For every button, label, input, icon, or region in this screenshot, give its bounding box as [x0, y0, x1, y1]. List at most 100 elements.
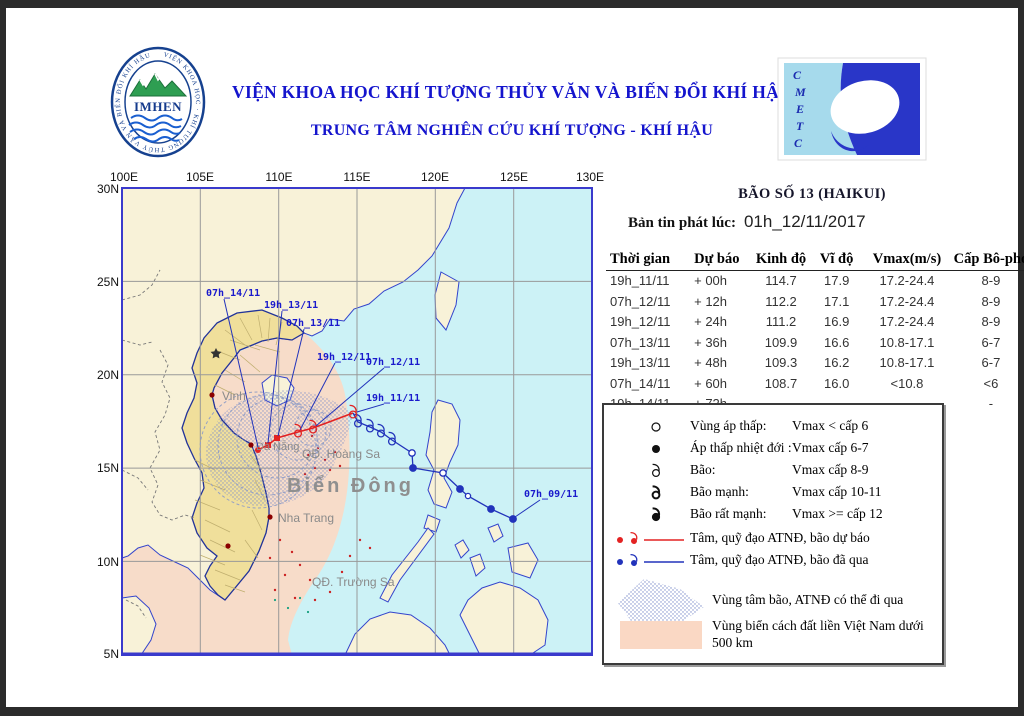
forecast-track-points: [255, 404, 358, 453]
past-track-points: [353, 413, 517, 523]
cell-vmax: 10.8-17.1: [879, 334, 935, 350]
storm-icon: [652, 463, 661, 478]
legend-item: Bão mạnh: Vmax cấp 10-11: [604, 483, 942, 505]
table-row: 07h_12/11 + 12h 112.2 17.1 17.2-24.4 8-9: [606, 292, 1024, 313]
cell-lon: 108.7: [764, 375, 798, 391]
forecast-error-circles: [199, 391, 332, 509]
green-specks: [273, 596, 310, 614]
cell-beaufort: <6: [983, 375, 999, 391]
cmetc-logo: C M E T C: [777, 57, 927, 161]
y-tick: 15N: [97, 461, 119, 475]
track-label: 19h_11/11: [366, 393, 420, 404]
cell-time: 07h_12/11: [610, 293, 671, 309]
x-tick: 100E: [110, 170, 138, 184]
institute-title: VIỆN KHOA HỌC KHÍ TƯỢNG THỦY VĂN VÀ BIẾN…: [232, 82, 792, 102]
place-truongsa: QĐ. Trường Sa: [312, 575, 395, 589]
filled-circle-icon: [652, 445, 660, 453]
legend-label: Tâm, quỹ đạo ATNĐ, bão dự báo: [690, 530, 870, 545]
cell-beaufort: 6-7: [981, 355, 1001, 370]
imhen-wordmark: IMHEN: [134, 99, 182, 114]
cell-lat: 16.2: [824, 355, 850, 370]
cell-lon: 111.2: [765, 314, 797, 329]
open-circle-icon: [651, 422, 661, 432]
legend-item: Bão: Vmax cấp 8-9: [604, 461, 942, 483]
imhen-logo: VIỆN KHOA HỌC · KHÍ TƯỢNG THỦY VĂN VÀ BI…: [110, 46, 206, 158]
bulletin-time: 01h_12/11/2017: [743, 212, 866, 231]
cell-time: 19h_11/11: [610, 273, 670, 288]
cell-lat: 17.1: [824, 293, 850, 309]
legend-value: Vmax cấp 10-11: [792, 484, 882, 499]
cell-lat: 16.9: [824, 314, 850, 329]
legend-value: Vmax >= cấp 12: [792, 506, 883, 521]
col-header: Kinh độ: [755, 251, 807, 267]
place-hoangsa: QĐ. Hoàng Sa: [302, 447, 380, 461]
cell-vmax: <10.8: [890, 375, 924, 391]
cell-beaufort: 8-9: [981, 293, 1001, 309]
cell-lat: 16.6: [824, 334, 850, 350]
cell-lat: 16.0: [824, 375, 850, 391]
cell-time: 07h_13/11: [610, 334, 671, 350]
cell-time: 19h_13/11: [610, 355, 671, 370]
cell-vmax: 17.2-24.4: [879, 273, 935, 288]
cell-lead: + 48h: [694, 355, 728, 370]
cone-swatch-icon: [618, 579, 704, 627]
hanoi-star-icon: [210, 348, 222, 359]
cell-time: 07h_14/11: [610, 375, 671, 391]
page-background: VIỆN KHOA HỌC KHÍ TƯỢNG THỦY VĂN VÀ BIẾN…: [6, 8, 1024, 707]
place-vinh: Vinh: [222, 389, 246, 403]
col-header: Vmax(m/s): [872, 251, 942, 267]
cell-lead: + 24h: [694, 314, 728, 329]
track-label: 19h_12/11: [317, 352, 371, 363]
city-markers: [209, 348, 273, 549]
x-tick: 120E: [421, 170, 449, 184]
legend-label: Áp thấp nhiệt đới :: [690, 440, 792, 455]
col-header: Cấp Bô-pho: [953, 251, 1024, 267]
cell-beaufort: -: [988, 396, 994, 411]
country-borders: [121, 269, 196, 619]
legend-label: Vùng áp thấp:: [690, 418, 767, 433]
cell-vmax: 10.8-17.1: [879, 355, 935, 370]
table-header-row: Thời gian Dự báo Kinh độ Vĩ độ Vmax(m/s)…: [606, 248, 1024, 271]
y-tick: 20N: [97, 368, 119, 382]
legend-item: Vùng biển cách đất liền Việt Nam dưới 50…: [604, 611, 942, 659]
x-tick: 115E: [343, 170, 370, 184]
cell-beaufort: 8-9: [981, 314, 1001, 329]
past-track-icon: [617, 553, 684, 566]
cell-time: 19h_12/11: [610, 314, 671, 329]
x-tick: 125E: [500, 170, 528, 184]
legend-label: Bão:: [690, 462, 716, 477]
y-tick: 5N: [104, 647, 119, 661]
legend-item: Áp thấp nhiệt đới : Vmax cấp 6-7: [604, 439, 942, 461]
legend-label: Bão rất mạnh:: [690, 506, 767, 521]
philippines-islands: [379, 399, 549, 656]
bulletin-label: Bản tin phát lúc:: [628, 215, 736, 231]
legend-item: Tâm, quỹ đạo ATNĐ, bão đã qua: [604, 551, 942, 573]
cell-lon: 114.7: [765, 273, 797, 288]
cell-lead: + 60h: [694, 375, 728, 391]
cmetc-letter: T: [796, 119, 804, 133]
cmetc-letter: C: [794, 136, 803, 150]
strong-storm-icon: [651, 485, 661, 500]
cmetc-letter: E: [795, 102, 804, 116]
legend-label: Vùng tâm bão, ATNĐ có thể đi qua: [712, 592, 904, 607]
track-label: 19h_13/11: [264, 300, 318, 311]
cell-vmax: 17.2-24.4: [879, 293, 935, 309]
table-row: 07h_13/11 + 36h 109.9 16.6 10.8-17.1 6-7: [606, 333, 1024, 354]
y-tick: 25N: [97, 275, 119, 289]
legend-label: Tâm, quỹ đạo ATNĐ, bão đã qua: [690, 552, 869, 567]
cell-beaufort: 8-9: [981, 273, 1001, 288]
y-tick: 30N: [97, 182, 119, 196]
track-label: 07h_13/11: [286, 318, 340, 329]
legend-item: Bão rất mạnh: Vmax >= cấp 12: [604, 505, 942, 527]
cell-lat: 17.9: [824, 273, 850, 288]
very-strong-storm-icon: [651, 507, 661, 522]
table-row: 19h_11/11 + 00h 114.7 17.9 17.2-24.4 8-9: [606, 271, 1024, 292]
cell-beaufort: 6-7: [981, 334, 1001, 350]
cell-lead: + 12h: [694, 293, 728, 309]
cmetc-letter: M: [794, 85, 806, 99]
x-tick: 105E: [186, 170, 214, 184]
table-row: 07h_14/11 + 60h 108.7 16.0 <10.8 <6: [606, 374, 1024, 395]
bulletin-time-line: Bản tin phát lúc: 01h_12/11/2017: [628, 212, 1024, 232]
cell-lead: + 00h: [694, 273, 728, 288]
